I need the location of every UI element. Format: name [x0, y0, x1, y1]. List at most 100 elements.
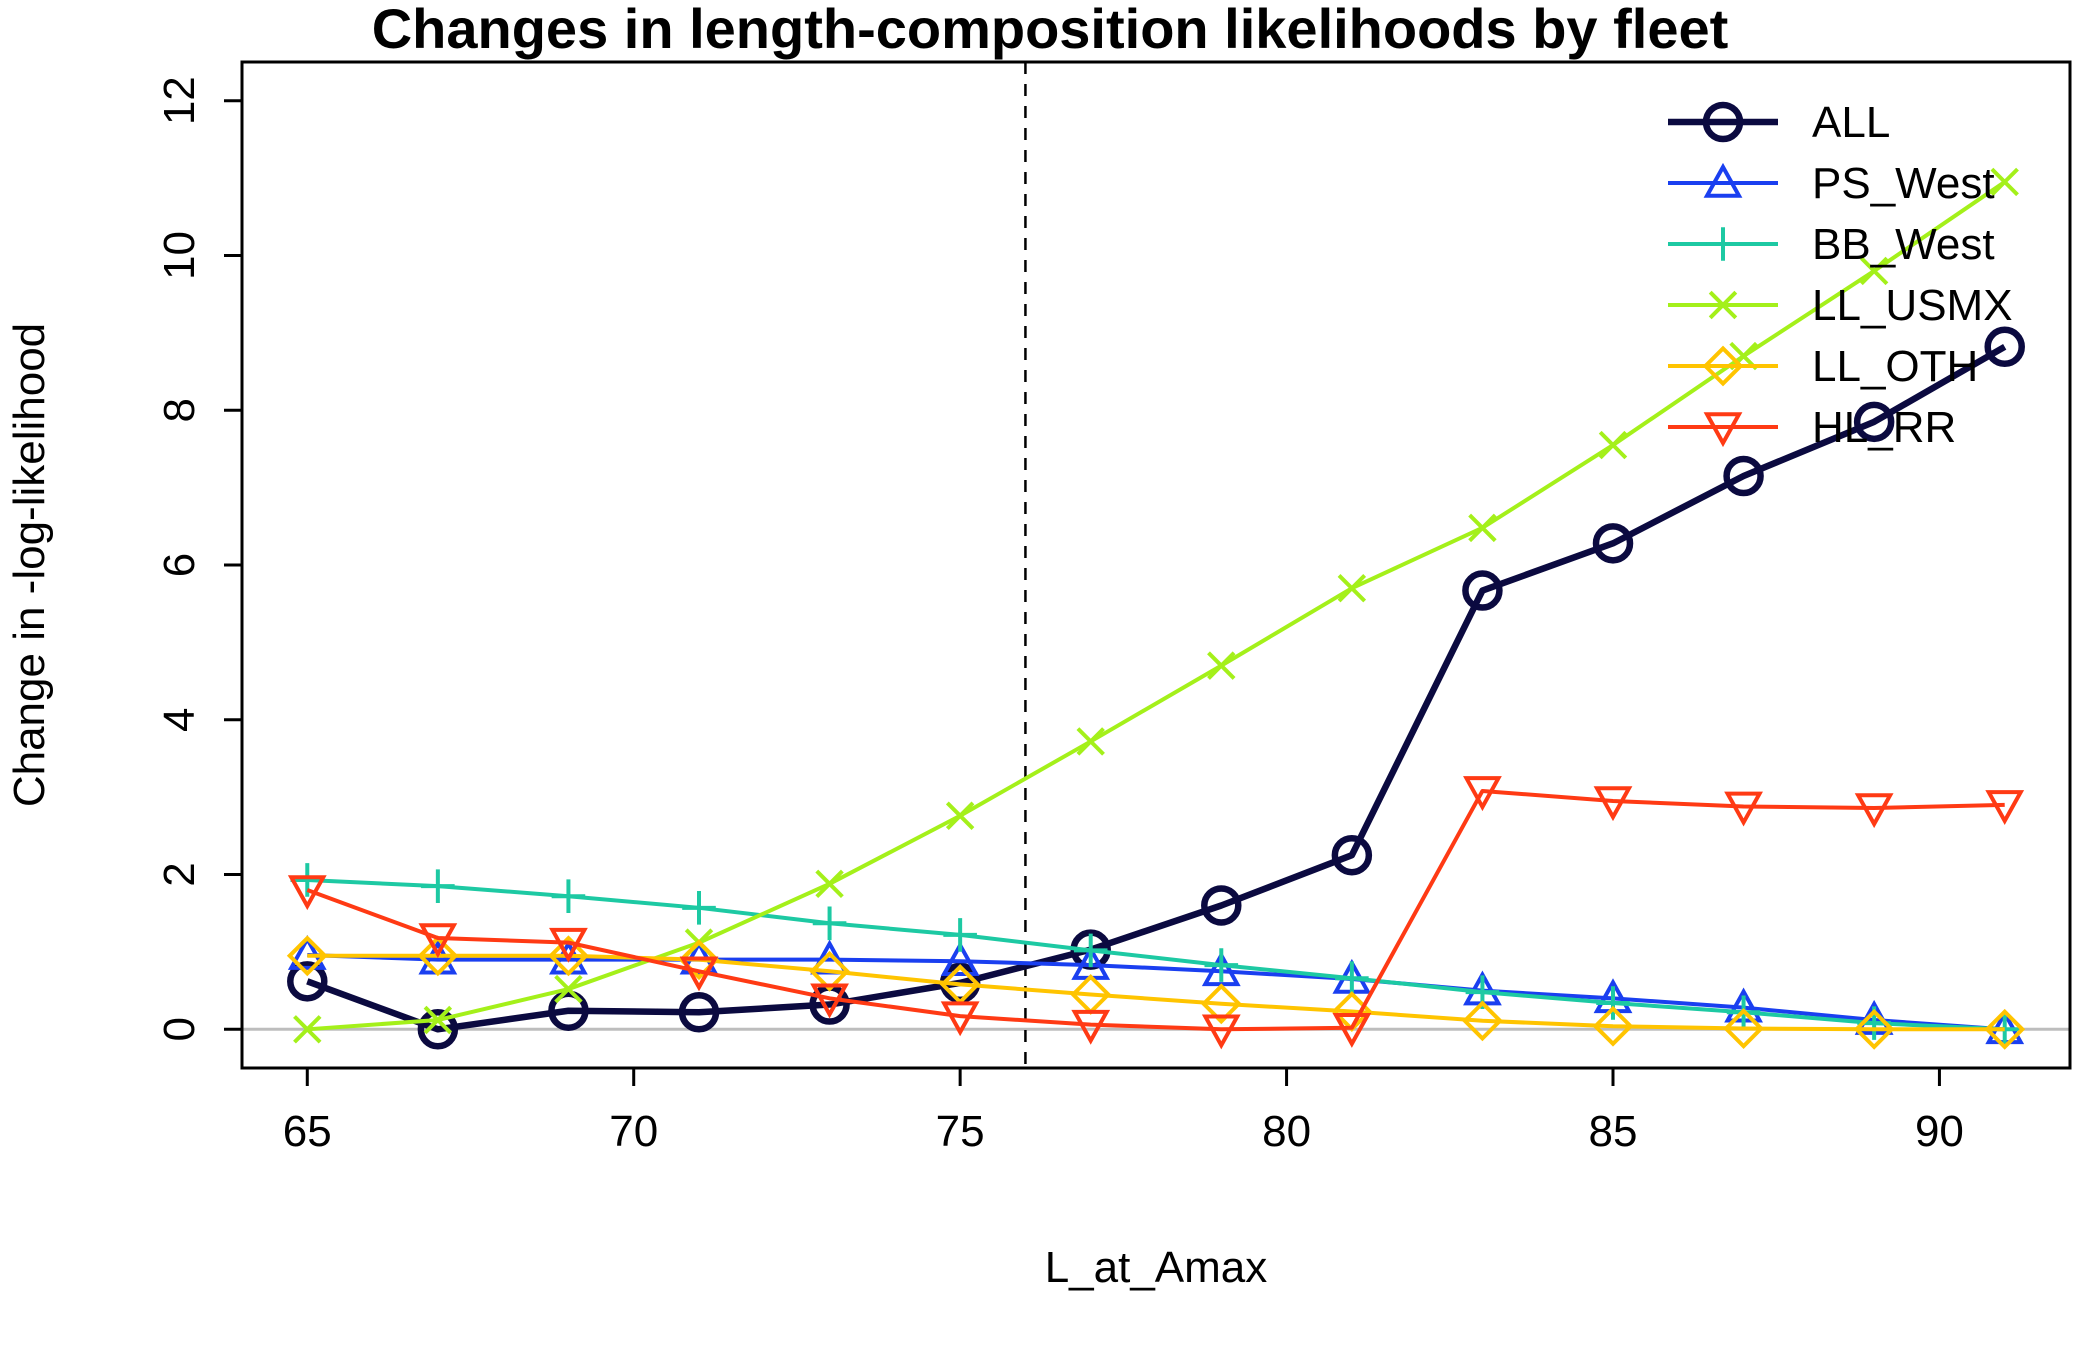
data-point-ll-usmx — [1468, 513, 1497, 543]
data-point-all — [548, 990, 589, 1031]
series-all — [287, 326, 2025, 1050]
series-line-ll-oth — [307, 953, 2005, 1032]
data-point-ll-oth — [1984, 1008, 2026, 1050]
data-point-hl-rr — [679, 956, 719, 992]
data-point-ll-oth — [417, 935, 459, 977]
plot-area-frame — [240, 60, 2072, 1070]
data-point-hl-rr — [1071, 1009, 1111, 1045]
data-point-ps-west — [940, 941, 980, 977]
data-point-all — [678, 992, 720, 1033]
data-point-bb-west — [1335, 961, 1369, 996]
legend-label-ps-west: PS_West — [1812, 159, 1995, 208]
data-point-all — [1853, 401, 1895, 443]
data-point-ll-usmx — [423, 1005, 453, 1035]
y-tick-label: 8 — [155, 398, 204, 422]
series-hl-rr — [287, 776, 2025, 1050]
data-point-ll-usmx — [293, 1015, 322, 1044]
legend-item-ll-oth: LL_OTH — [1668, 342, 1978, 391]
legend-label-ll-oth: LL_OTH — [1812, 342, 1978, 391]
data-point-ll-usmx — [1990, 167, 2019, 197]
data-point-ll-usmx — [1598, 430, 1628, 460]
data-point-all — [1462, 570, 1503, 611]
legend-label-bb-west: BB_West — [1812, 220, 1995, 269]
y-tick-label: 4 — [155, 708, 204, 732]
x-tick-label: 75 — [936, 1107, 985, 1156]
x-tick-label: 70 — [609, 1107, 658, 1156]
data-point-bb-west — [682, 891, 716, 925]
data-point-ll-usmx — [1076, 727, 1105, 756]
data-point-all — [1592, 523, 1634, 564]
data-point-hl-rr — [1463, 776, 1502, 812]
legend-marker-all — [1702, 101, 1744, 143]
y-axis: 0 2 4 6 8 10 12 — [155, 76, 244, 1042]
data-point-hl-rr — [1201, 1014, 1241, 1050]
y-tick-label: 2 — [155, 862, 204, 886]
y-tick-label: 6 — [155, 553, 204, 577]
data-point-ll-oth — [1723, 1008, 1764, 1049]
series-layer — [286, 167, 2026, 1050]
data-point-ll-oth — [1853, 1008, 1895, 1050]
x-tick-label: 85 — [1589, 1107, 1638, 1156]
x-axis: 65 70 75 80 85 90 — [283, 1066, 1964, 1156]
legend-label-all: ALL — [1812, 98, 1890, 147]
x-tick-label: 80 — [1262, 1107, 1311, 1156]
legend-marker-bb-west — [1706, 227, 1740, 261]
data-point-all — [1201, 885, 1242, 926]
data-point-ll-oth — [286, 935, 328, 977]
x-axis-label: L_at_Amax — [1045, 1243, 1268, 1292]
legend-label-ll-usmx: LL_USMX — [1812, 281, 2013, 330]
legend-marker-ll-oth — [1702, 345, 1744, 387]
data-point-ll-usmx — [815, 869, 844, 899]
y-axis-label: Change in -log-likelihood — [5, 323, 54, 807]
data-point-all — [1723, 455, 1764, 497]
data-point-hl-rr — [1985, 790, 2025, 826]
data-point-bb-west — [1204, 948, 1239, 982]
data-point-hl-rr — [1854, 793, 1894, 829]
chart-title: Changes in length-composition likelihood… — [372, 0, 1729, 60]
data-point-ll-usmx — [1337, 574, 1367, 603]
x-tick-label: 90 — [1915, 1107, 1964, 1156]
data-point-ll-oth — [1200, 983, 1242, 1025]
x-tick-label: 65 — [283, 1107, 332, 1156]
data-point-bb-west — [943, 918, 977, 952]
data-point-all — [417, 1009, 459, 1050]
data-point-ll-usmx — [1859, 256, 1889, 286]
data-point-ll-oth — [809, 950, 850, 992]
legend-item-hl-rr: HL_RR — [1668, 403, 1956, 452]
data-point-bb-west — [1073, 933, 1108, 968]
data-point-ll-usmx — [945, 801, 975, 830]
y-tick-label: 0 — [155, 1017, 204, 1041]
legend-marker-ll-usmx — [1708, 290, 1738, 320]
legend-label-hl-rr: HL_RR — [1812, 403, 1956, 452]
data-point-bb-west — [421, 869, 455, 903]
data-point-ll-usmx — [554, 974, 583, 1004]
data-point-ll-oth — [678, 939, 720, 981]
series-line-bb-west — [307, 877, 2005, 1032]
legend-item-all: ALL — [1668, 98, 1890, 147]
legend-item-ps-west: PS_West — [1668, 159, 1995, 208]
series-line-hl-rr — [306, 788, 2005, 1032]
y-tick-label: 12 — [155, 76, 204, 125]
y-tick-label: 10 — [155, 231, 204, 280]
data-point-hl-rr — [940, 1001, 980, 1037]
data-point-all — [1984, 326, 2025, 368]
data-point-bb-west — [1596, 986, 1630, 1020]
data-point-hl-rr — [1332, 1012, 1372, 1048]
data-point-hl-rr — [810, 983, 849, 1019]
data-point-hl-rr — [418, 923, 458, 959]
series-line-ps-west — [307, 953, 2005, 1032]
data-point-bb-west — [812, 906, 847, 941]
data-point-all — [1331, 834, 1373, 876]
data-point-bb-west — [551, 879, 586, 914]
legend-marker-hl-rr — [1703, 412, 1743, 448]
data-point-ll-oth — [1592, 1005, 1634, 1047]
series-line-all — [306, 343, 2007, 1033]
legend-item-ll-usmx: LL_USMX — [1668, 281, 2013, 330]
data-point-hl-rr — [1593, 786, 1633, 822]
data-point-ll-oth — [548, 935, 589, 977]
legend-item-bb-west: BB_West — [1668, 220, 1995, 269]
data-point-hl-rr — [287, 875, 327, 911]
series-ll-usmx — [293, 167, 2019, 1044]
series-line-ll-usmx — [307, 180, 2006, 1032]
